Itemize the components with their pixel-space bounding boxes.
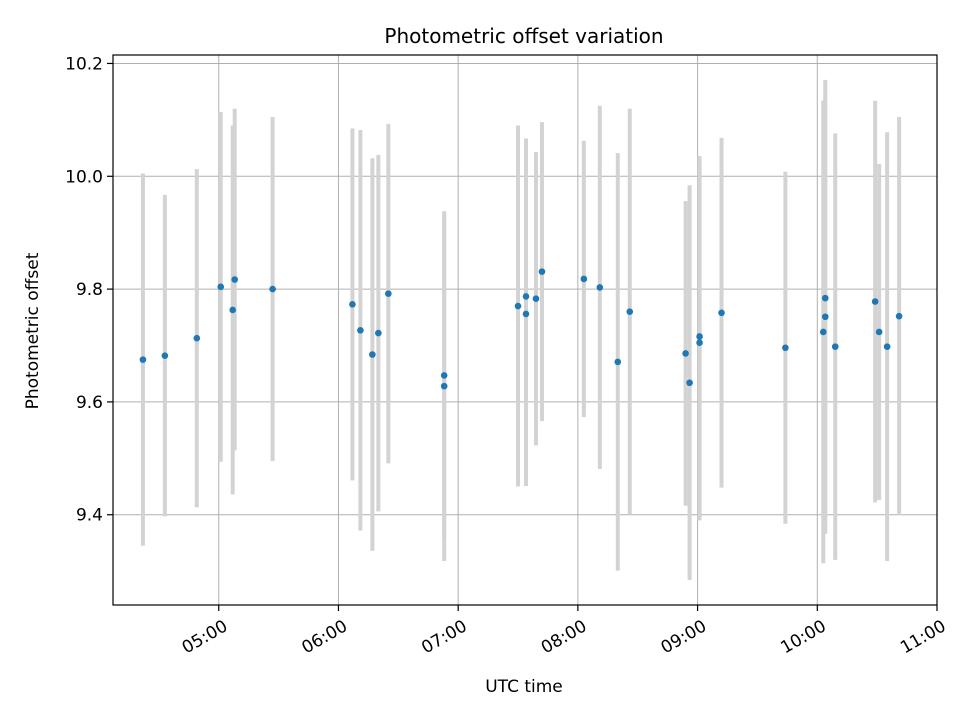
data-point [696,339,703,346]
data-point [231,276,239,283]
chart-title: Photometric offset variation [384,24,663,48]
data-point [580,275,588,283]
data-point [193,334,201,342]
data-point [522,310,530,318]
data-point [522,293,530,300]
data-point [440,382,448,390]
y-tick-label: 9.4 [76,506,103,526]
data-point [875,328,883,336]
data-point [269,285,276,293]
data-point [385,290,392,297]
data-point [349,301,356,308]
data-point [139,356,147,363]
y-tick-label: 10.2 [65,54,103,74]
point-layer [139,268,903,390]
data-point [440,372,448,379]
data-point [871,298,879,305]
data-point [883,343,891,350]
data-point [532,295,540,302]
data-point [217,283,225,291]
data-point [718,309,725,317]
data-point [895,312,903,320]
data-point [819,328,827,336]
y-axis-label: Photometric offset [23,252,43,409]
y-tick-label: 9.6 [76,393,103,413]
plot-frame [112,54,938,606]
data-point [161,352,169,359]
data-point [357,326,364,334]
x-axis-label: UTC time [485,677,563,697]
y-tick-label: 10.0 [65,167,103,187]
data-point [682,350,689,357]
data-point [369,351,376,358]
data-point [686,379,693,387]
y-tick-label: 9.8 [76,280,103,300]
data-point [821,313,829,321]
data-point [614,358,622,366]
data-point [375,329,382,337]
data-point [626,308,634,315]
data-point [514,302,522,310]
data-point [696,333,703,340]
data-point [831,343,839,350]
data-point [782,344,789,352]
data-point [538,268,546,275]
data-point [821,294,829,302]
data-point [596,284,604,291]
data-point [229,306,237,314]
